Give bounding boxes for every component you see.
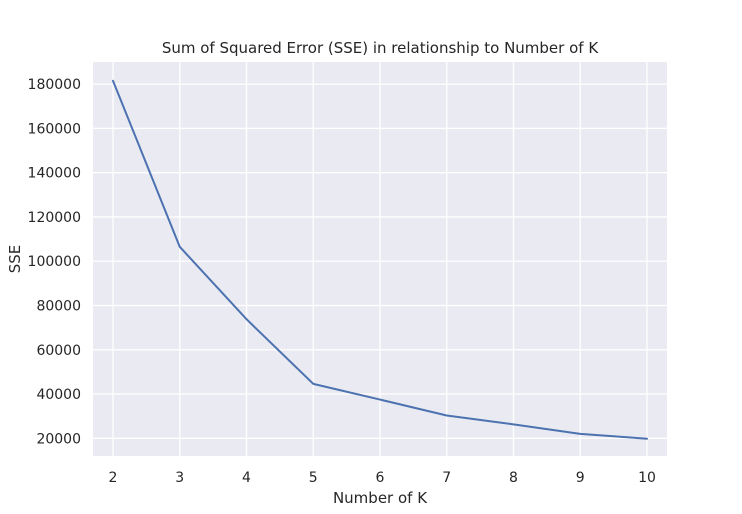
y-tick-label: 160000 bbox=[28, 121, 81, 137]
x-axis-label: Number of K bbox=[333, 489, 428, 507]
series-layer bbox=[112, 79, 648, 440]
y-axis-ticks: 20000 40000 60000 80000 100000 120000 140000 16… bbox=[28, 77, 81, 447]
x-tick-label: 2 bbox=[109, 470, 118, 486]
x-tick-label: 9 bbox=[576, 470, 585, 486]
y-tick-label: 80000 bbox=[36, 298, 81, 314]
x-tick-label: 4 bbox=[242, 470, 251, 486]
y-tick-label: 100000 bbox=[28, 254, 81, 270]
series-line bbox=[112, 79, 648, 440]
x-tick-label: 7 bbox=[442, 470, 451, 486]
y-tick-label: 140000 bbox=[28, 166, 81, 182]
x-tick-label: 10 bbox=[638, 470, 656, 486]
x-tick-label: 3 bbox=[175, 470, 184, 486]
y-axis-label: SSE bbox=[6, 245, 24, 274]
x-tick-label: 8 bbox=[509, 470, 518, 486]
grid-lines bbox=[93, 62, 667, 456]
y-tick-label: 40000 bbox=[36, 387, 81, 403]
x-tick-label: 6 bbox=[376, 470, 385, 486]
chart-title: Sum of Squared Error (SSE) in relationsh… bbox=[162, 39, 600, 57]
x-tick-label: 5 bbox=[309, 470, 318, 486]
y-tick-label: 180000 bbox=[28, 77, 81, 93]
x-axis-ticks: 2 3 4 5 6 7 8 9 10 bbox=[109, 470, 656, 486]
y-tick-label: 20000 bbox=[36, 431, 81, 447]
y-tick-label: 60000 bbox=[36, 343, 81, 359]
y-tick-label: 120000 bbox=[28, 210, 81, 226]
